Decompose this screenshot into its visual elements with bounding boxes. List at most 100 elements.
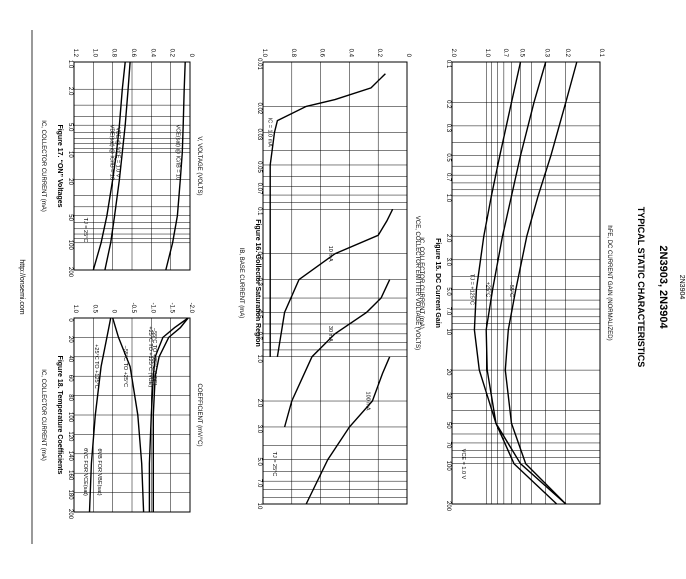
x-tick-label: 10 [256,503,262,510]
y-axis-label: V, VOLTAGE (VOLTS) [196,136,202,195]
x-tick-label: 1.0 [256,354,262,363]
y-tick-label: 0.2 [564,49,570,58]
series-line [473,61,567,505]
series-line [276,208,394,357]
series-line [485,61,558,505]
y-tick-label: 0.5 [91,305,97,314]
series-label: VBE(sat) @ IC/IB = 10 [109,125,115,180]
figure-caption: Figure 18. Temperature Coefficients [56,356,63,475]
x-tick-label: 1.0 [445,194,451,203]
x-tick-label: 180 [67,490,73,501]
x-tick-label: 0.3 [445,124,451,133]
x-tick-label: 0.2 [256,252,262,261]
x-axis-label: IC, COLLECTOR CURRENT (mA) [418,237,424,328]
series-label: VCE(sat) @ IC/IB = 10 [174,125,180,181]
annotation: θVC FOR VCE(sat) [82,448,88,496]
figure-caption: Figure 15. DC Current Gain [434,238,441,328]
x-tick-label: 10 [445,328,451,335]
x-axis-label: IB, BASE CURRENT (mA) [238,248,244,319]
x-tick-label: 2.0 [67,87,73,96]
x-tick-label: 200 [67,267,73,278]
series-label: IC = 1.0 mA [267,118,273,148]
x-tick-label: 0.2 [445,100,451,109]
y-tick-label: 0 [111,310,117,314]
y-tick-label: 1.0 [484,49,490,58]
series-line [269,73,386,357]
x-tick-label: 10 [67,151,73,158]
chart-fig18: 0 20 40 60 80 100 120 140 160 180 200 -2.0 -1.5 -1.0 -… [40,303,202,520]
y-tick-label: -1.5 [169,303,175,314]
x-tick-label: 70 [445,442,451,449]
y-tick-label: 0.6 [319,49,325,58]
annotation: θVB FOR VBE(sat) [96,448,102,495]
series-label: +25°C TO +125°C [93,344,99,389]
series-label: VBE @ VCE = 1.0 V [114,127,120,177]
series-line [104,61,131,271]
y-tick-label: 0 [405,54,411,58]
x-tick-label: 0.03 [256,128,262,140]
y-tick-label: 0.2 [376,49,382,58]
y-tick-label: -2.0 [188,303,194,314]
x-tick-label: 50 [445,422,451,429]
y-tick-label: 0.4 [347,49,353,58]
x-tick-label: 7.0 [256,479,262,488]
x-tick-label: 0.05 [256,161,262,173]
x-tick-label: 20 [67,336,73,343]
y-tick-label: 1.2 [72,49,78,58]
x-tick-label: 0.7 [445,173,451,182]
x-tick-label: 80 [67,394,73,401]
y-tick-label: -0.5 [130,303,136,314]
x-tick-label: 0.1 [256,207,262,216]
x-tick-label: 200 [67,509,73,520]
y-tick-label: 1.0 [261,49,267,58]
x-tick-label: 40 [67,355,73,362]
x-tick-label: 30 [445,392,451,399]
x-tick-label: 0 [67,318,73,322]
series-label: 100 mA [364,392,370,411]
y-tick-label: 1.0 [72,305,78,314]
series-label: –55°C [508,282,514,297]
annotation: VCE = 1.0 V [460,449,466,480]
y-tick-label: 2.0 [450,49,456,58]
series-label: +25°C TO +125°C (VBE) [147,326,153,387]
y-tick-label: 0.1 [598,49,604,58]
x-tick-label: 0.1 [445,60,451,69]
x-tick-label: 50 [67,214,73,221]
y-tick-label: 0.2 [169,49,175,58]
series-line [92,61,126,271]
x-tick-label: 2.0 [256,399,262,408]
annotation: TJ = 25°C [82,218,88,243]
y-tick-label: 0.4 [149,49,155,58]
x-tick-label: 20 [445,369,451,376]
series-label: –55°C TO +25°C [122,346,128,387]
x-tick-label: 0.02 [256,103,262,115]
series-label: 30 mA [327,326,333,342]
series-line [152,317,189,512]
section-title: TYPICAL STATIC CHARACTERISTICS [636,207,646,368]
x-tick-label: 0.7 [256,332,262,341]
x-axis-label: IC, COLLECTOR CURRENT (mA) [40,369,46,460]
y-axis-label: hFE, DC CURRENT GAIN (NORMALIZED) [606,225,612,340]
series-label: TJ = +125°C [468,274,474,305]
x-tick-label: 200 [445,501,451,512]
x-tick-label: 5.0 [445,287,451,296]
x-tick-label: 60 [67,375,73,382]
y-tick-label: 0.8 [290,49,296,58]
x-tick-label: 5.0 [256,457,262,466]
x-tick-label: 20 [67,178,73,185]
y-tick-label: 1.0 [91,49,97,58]
series-label: –55°C TO +25°C (VBE) [151,328,157,386]
x-tick-label: 120 [67,431,73,442]
x-tick-label: 7.0 [445,307,451,316]
chart-fig16: 0.01 0.02 0.03 0.05 0.07 0.1 0.2 0.3 0.5 0.7 1.0 2.… [238,49,420,510]
y-tick-label: 0.7 [502,49,508,58]
series-label: +25°C [485,282,491,298]
series-line [112,317,145,513]
x-tick-label: 100 [445,461,451,472]
x-tick-label: 0.5 [445,153,451,162]
x-tick-label: 5.0 [67,123,73,132]
x-tick-label: 0.01 [256,58,262,70]
y-tick-label: 0.6 [130,49,136,58]
figure-caption: Figure 16. Collector Saturation Region [254,219,261,347]
